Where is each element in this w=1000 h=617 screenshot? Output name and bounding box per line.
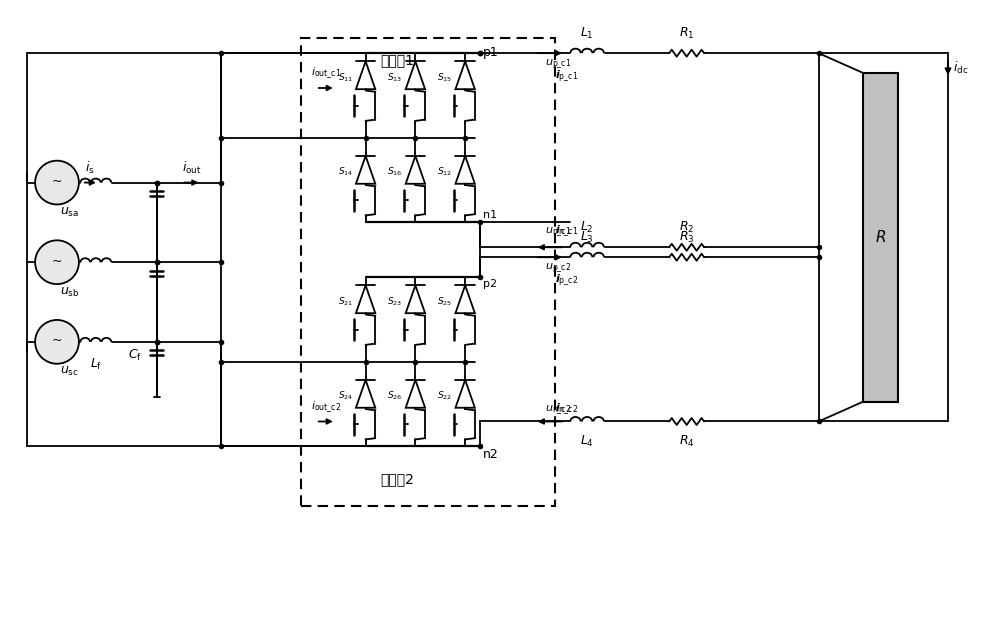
Text: $R$: $R$ bbox=[875, 230, 886, 246]
Text: $u_{\rm sb}$: $u_{\rm sb}$ bbox=[60, 286, 79, 299]
Bar bbox=[863, 73, 898, 402]
Text: $u_{\rm n\_c2}$: $u_{\rm n\_c2}$ bbox=[545, 403, 571, 416]
Text: $\boldsymbol{i}_{\rm n\_c1}$: $\boldsymbol{i}_{\rm n\_c1}$ bbox=[555, 224, 578, 239]
Text: $C_{\rm f}$: $C_{\rm f}$ bbox=[128, 348, 142, 363]
Text: $i_{\rm dc}$: $i_{\rm dc}$ bbox=[953, 60, 968, 76]
Text: $L_3$: $L_3$ bbox=[580, 230, 594, 246]
Text: $S_{26}$: $S_{26}$ bbox=[387, 390, 403, 402]
Text: $R_3$: $R_3$ bbox=[679, 230, 694, 246]
Text: $S_{14}$: $S_{14}$ bbox=[338, 166, 353, 178]
Text: $S_{15}$: $S_{15}$ bbox=[437, 72, 452, 84]
Text: $S_{13}$: $S_{13}$ bbox=[387, 72, 403, 84]
Text: $L_1$: $L_1$ bbox=[580, 26, 594, 41]
Text: $S_{21}$: $S_{21}$ bbox=[338, 296, 353, 308]
Text: $R_4$: $R_4$ bbox=[679, 433, 694, 449]
Text: $i_{\rm out\_c1}$: $i_{\rm out\_c1}$ bbox=[311, 65, 341, 81]
Text: $i_{\rm out}$: $i_{\rm out}$ bbox=[182, 160, 201, 176]
Text: $u_{\rm p\_c2}$: $u_{\rm p\_c2}$ bbox=[545, 261, 571, 275]
Text: $i_{\rm out\_c2}$: $i_{\rm out\_c2}$ bbox=[311, 399, 341, 415]
Text: $\boldsymbol{i}_{\rm p\_c2}$: $\boldsymbol{i}_{\rm p\_c2}$ bbox=[555, 272, 578, 288]
Text: 整流器1: 整流器1 bbox=[380, 53, 414, 67]
Text: 整流器2: 整流器2 bbox=[380, 472, 414, 486]
Text: $S_{23}$: $S_{23}$ bbox=[387, 296, 403, 308]
Text: $R_1$: $R_1$ bbox=[679, 26, 694, 41]
Text: p1: p1 bbox=[483, 46, 499, 59]
Text: ~: ~ bbox=[52, 255, 62, 268]
Text: $u_{\rm sa}$: $u_{\rm sa}$ bbox=[60, 206, 79, 219]
Text: $L_2$: $L_2$ bbox=[580, 220, 594, 235]
Text: $u_{\rm p\_c1}$: $u_{\rm p\_c1}$ bbox=[545, 57, 571, 71]
Text: $S_{24}$: $S_{24}$ bbox=[338, 390, 353, 402]
Text: $u_{\rm sc}$: $u_{\rm sc}$ bbox=[60, 365, 79, 378]
Text: $u_{\rm n\_c1}$: $u_{\rm n\_c1}$ bbox=[545, 226, 571, 239]
Text: n1: n1 bbox=[483, 210, 497, 220]
Text: $S_{25}$: $S_{25}$ bbox=[437, 296, 452, 308]
Text: $L_4$: $L_4$ bbox=[580, 433, 594, 449]
Text: p2: p2 bbox=[483, 279, 497, 289]
Circle shape bbox=[35, 320, 79, 364]
Text: $R_2$: $R_2$ bbox=[679, 220, 694, 235]
Text: $L_{\rm f}$: $L_{\rm f}$ bbox=[90, 357, 102, 372]
Text: ~: ~ bbox=[52, 175, 62, 188]
Text: $i_{\rm s}$: $i_{\rm s}$ bbox=[85, 160, 95, 176]
Text: $\boldsymbol{i}_{\rm n\_c2}$: $\boldsymbol{i}_{\rm n\_c2}$ bbox=[555, 401, 578, 416]
Text: $S_{22}$: $S_{22}$ bbox=[437, 390, 452, 402]
Text: $\boldsymbol{i}_{\rm p\_c1}$: $\boldsymbol{i}_{\rm p\_c1}$ bbox=[555, 68, 578, 84]
Text: $S_{11}$: $S_{11}$ bbox=[338, 72, 353, 84]
Text: ~: ~ bbox=[52, 334, 62, 347]
Text: $S_{16}$: $S_{16}$ bbox=[387, 166, 403, 178]
Circle shape bbox=[35, 240, 79, 284]
Circle shape bbox=[35, 160, 79, 204]
Text: n2: n2 bbox=[483, 449, 499, 462]
Text: $S_{12}$: $S_{12}$ bbox=[437, 166, 452, 178]
